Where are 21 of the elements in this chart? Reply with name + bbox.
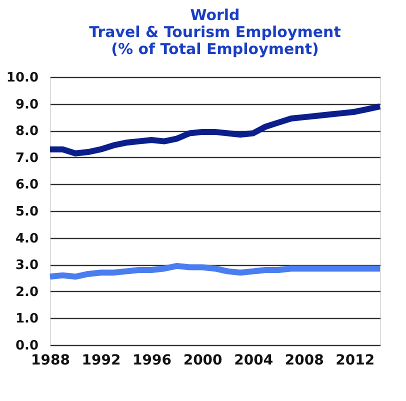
y-tick-label: 1.0 — [15, 312, 38, 327]
y-tick-label: 0.0 — [15, 338, 38, 354]
y-tick-label: 9.0 — [15, 97, 38, 112]
x-tick-label: 2012 — [336, 352, 375, 368]
x-tick-label: 2004 — [234, 352, 274, 368]
y-tick-label: 3.0 — [15, 258, 38, 274]
x-tick-label: 2008 — [284, 352, 324, 368]
text: Travel & Tourism Employment — [89, 23, 341, 41]
x-tick-label: 1988 — [31, 352, 70, 368]
y-tick-label: 5.0 — [15, 204, 38, 220]
y-tick-label: 4.0 — [15, 231, 38, 246]
text: World — [190, 6, 240, 24]
y-tick-label: 2.0 — [15, 284, 38, 300]
x-tick-label: 2000 — [183, 352, 223, 368]
x-tick-label: 1992 — [82, 352, 121, 368]
y-tick-label: 6.0 — [15, 178, 38, 193]
y-tick-label: 7.0 — [15, 150, 38, 166]
y-tick-label: 8.0 — [15, 124, 38, 140]
x-tick-label: 1996 — [132, 352, 172, 368]
y-tick-label: 10.0 — [6, 70, 38, 86]
text: (% of Total Employment) — [111, 40, 319, 58]
